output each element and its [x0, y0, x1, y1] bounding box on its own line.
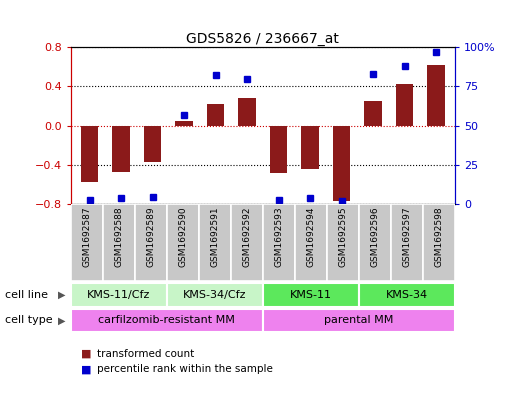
Bar [71, 204, 103, 281]
Bar [167, 283, 263, 307]
Text: GSM1692590: GSM1692590 [178, 207, 187, 267]
Bar [391, 204, 423, 281]
Text: GSM1692596: GSM1692596 [370, 207, 379, 267]
Text: cell line: cell line [5, 290, 48, 300]
Text: GSM1692597: GSM1692597 [403, 207, 412, 267]
Text: parental MM: parental MM [324, 315, 394, 325]
Bar [135, 204, 167, 281]
Bar [365, 101, 382, 126]
Bar [263, 309, 455, 332]
Bar [144, 126, 161, 162]
Text: carfilzomib-resistant MM: carfilzomib-resistant MM [98, 315, 235, 325]
Text: KMS-34: KMS-34 [386, 290, 428, 300]
Text: GSM1692587: GSM1692587 [82, 207, 91, 267]
Text: KMS-11/Cfz: KMS-11/Cfz [87, 290, 150, 300]
Text: ▶: ▶ [59, 290, 66, 300]
Text: ■: ■ [81, 364, 92, 375]
Text: GSM1692595: GSM1692595 [338, 207, 347, 267]
Text: GSM1692593: GSM1692593 [275, 207, 283, 267]
Bar [333, 126, 350, 201]
Bar [112, 126, 130, 172]
Bar [207, 104, 224, 126]
Bar [71, 309, 263, 332]
Bar [231, 204, 263, 281]
Text: ▶: ▶ [59, 315, 66, 325]
Bar [396, 83, 413, 126]
Bar [423, 204, 455, 281]
Text: GSM1692589: GSM1692589 [146, 207, 155, 267]
Bar [427, 65, 445, 126]
Bar [81, 126, 98, 182]
Bar [263, 283, 359, 307]
Text: GSM1692591: GSM1692591 [210, 207, 219, 267]
Text: GSM1692594: GSM1692594 [306, 207, 315, 267]
Bar [301, 126, 319, 169]
Bar [103, 204, 135, 281]
Text: transformed count: transformed count [97, 349, 194, 359]
Bar [238, 98, 256, 126]
Bar [359, 283, 455, 307]
Bar [167, 204, 199, 281]
Bar [199, 204, 231, 281]
Text: ■: ■ [81, 349, 92, 359]
Bar [270, 126, 287, 173]
Text: GSM1692598: GSM1692598 [435, 207, 444, 267]
Bar [175, 121, 192, 126]
Bar [263, 204, 295, 281]
Title: GDS5826 / 236667_at: GDS5826 / 236667_at [186, 32, 339, 46]
Text: percentile rank within the sample: percentile rank within the sample [97, 364, 272, 375]
Text: KMS-11: KMS-11 [290, 290, 332, 300]
Text: KMS-34/Cfz: KMS-34/Cfz [183, 290, 246, 300]
Bar [71, 283, 167, 307]
Text: cell type: cell type [5, 315, 53, 325]
Bar [359, 204, 391, 281]
Text: GSM1692592: GSM1692592 [242, 207, 251, 267]
Bar [295, 204, 327, 281]
Text: GSM1692588: GSM1692588 [114, 207, 123, 267]
Bar [327, 204, 359, 281]
